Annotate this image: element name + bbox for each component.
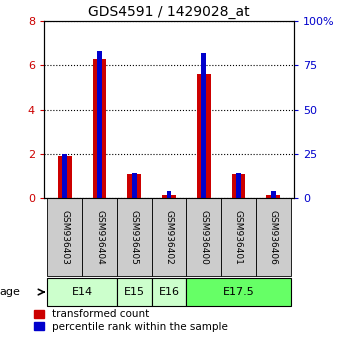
FancyBboxPatch shape <box>47 278 117 306</box>
Text: GSM936404: GSM936404 <box>95 210 104 264</box>
Title: GDS4591 / 1429028_at: GDS4591 / 1429028_at <box>88 5 250 19</box>
FancyBboxPatch shape <box>186 198 221 276</box>
Bar <box>162 195 176 198</box>
FancyBboxPatch shape <box>256 198 291 276</box>
Bar <box>127 174 141 198</box>
FancyBboxPatch shape <box>117 278 152 306</box>
Text: E15: E15 <box>124 287 145 297</box>
FancyBboxPatch shape <box>152 198 186 276</box>
Bar <box>271 191 276 198</box>
FancyBboxPatch shape <box>82 198 117 276</box>
Bar <box>62 154 67 198</box>
Text: age: age <box>0 287 20 297</box>
Text: GSM936405: GSM936405 <box>130 210 139 265</box>
Bar <box>58 156 72 198</box>
Text: GSM936401: GSM936401 <box>234 210 243 265</box>
FancyBboxPatch shape <box>117 198 152 276</box>
Bar <box>266 195 280 198</box>
Bar <box>201 53 206 198</box>
Text: GSM936402: GSM936402 <box>165 210 173 264</box>
Bar <box>97 51 102 198</box>
Text: GSM936400: GSM936400 <box>199 210 208 265</box>
Text: E17.5: E17.5 <box>223 287 255 297</box>
Text: GSM936403: GSM936403 <box>60 210 69 265</box>
Bar <box>93 59 106 198</box>
Bar <box>167 191 171 198</box>
FancyBboxPatch shape <box>152 278 186 306</box>
Bar <box>132 173 137 198</box>
Text: E16: E16 <box>159 287 179 297</box>
Text: GSM936406: GSM936406 <box>269 210 278 265</box>
Bar <box>197 74 211 198</box>
Bar <box>236 173 241 198</box>
Legend: transformed count, percentile rank within the sample: transformed count, percentile rank withi… <box>32 307 230 334</box>
Bar <box>232 174 245 198</box>
Text: E14: E14 <box>72 287 93 297</box>
FancyBboxPatch shape <box>186 278 291 306</box>
FancyBboxPatch shape <box>221 198 256 276</box>
FancyBboxPatch shape <box>47 198 82 276</box>
